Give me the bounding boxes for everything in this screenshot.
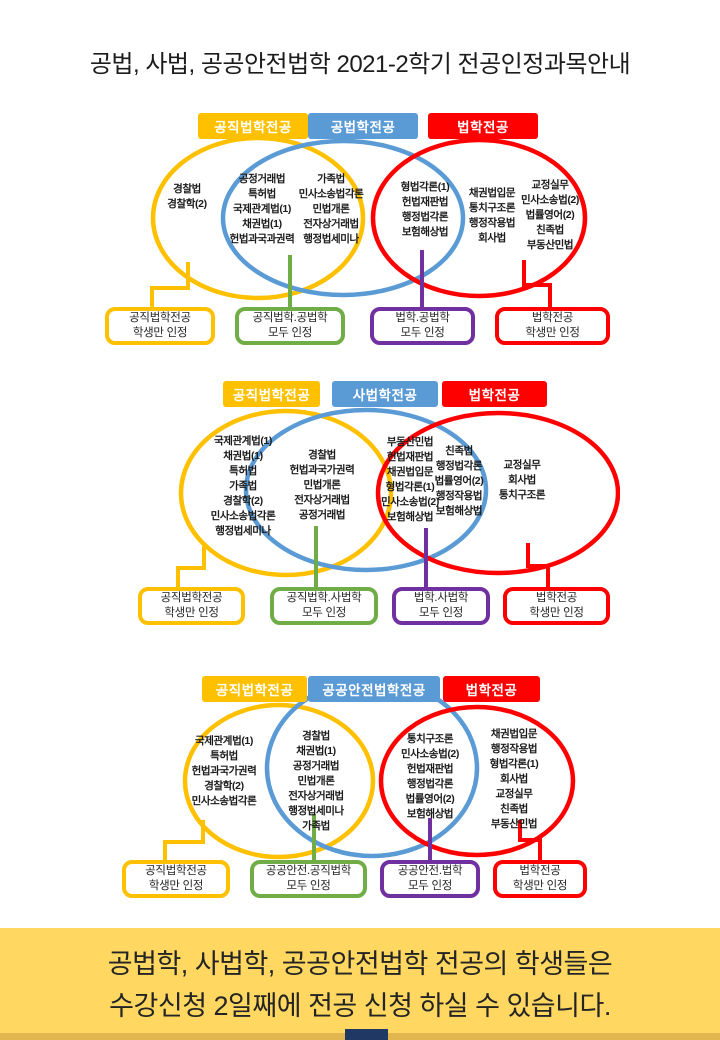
legend-box-purple: 공공안전.법학 모두 인정: [380, 860, 480, 898]
venn-2-canvas: [176, 407, 620, 589]
legend-box-yellow: 공직법학전공 학생만 인정: [105, 307, 215, 345]
legend-box-yellow: 공직법학전공 학생만 인정: [122, 860, 230, 898]
red-circle: [375, 410, 620, 576]
notice-banner: 공법학, 사법학, 공공안전법학 전공의 학생들은 수강신청 2일째에 전공 신…: [0, 928, 720, 1040]
major-tab-blue: 사법학전공: [332, 381, 438, 407]
major-tab-red: 법학전공: [443, 676, 540, 702]
venn-diagram-2: 공직법학전공 사법학전공 법학전공 국제관계법(1) 채권법(1) 특허법 가족…: [100, 378, 620, 628]
yellow-connector-line: [163, 820, 205, 860]
legend-box-green: 공직법학.공법학 모두 인정: [235, 307, 345, 345]
red-connector-line: [518, 820, 542, 860]
course-list-yellow-blue-col1: 공정거래법 특허법 국제관계법(1) 채권법(1) 헌법과국과권력: [229, 173, 295, 245]
red-connector-line: [526, 543, 550, 587]
course-list-red-only: 채권법입문 행정작용법 형법각론(1) 회사법 교정실무 친족법 부동산민법: [489, 728, 539, 830]
course-list-blue-red: 통치구조론 민사소송법(2) 헌법재판법 행정법각론 법률영어(2) 보험해상법: [401, 733, 459, 820]
yellow-circle: [182, 702, 376, 860]
venn-diagram-1: 공직법학전공 공법학전공 법학전공 경찰법 경찰학(2) 공정거래법 특허법 국…: [100, 110, 620, 360]
red-connector-line: [522, 260, 552, 307]
course-list-yellow-blue: 경찰법 채권법(1) 공정거래법 민법개론 전자상거래법 행정법세미나 가족법: [288, 730, 344, 832]
course-list-yellow-blue-col2: 가족법 민사소송법각론 민법개론 전자상거래법 행정법세미나: [298, 173, 364, 245]
legend-box-red: 법학전공 학생만 인정: [493, 860, 587, 898]
red-circle: [378, 704, 576, 858]
legend-box-green: 공직법학.사법학 모두 인정: [270, 587, 378, 625]
course-list-yellow-blue: 경찰법 헌법과국가권력 민법개론 전자상거래법 공정거래법: [289, 449, 355, 521]
venn-diagram-3: 공직법학전공 공공안전법학전공 법학전공 국제관계법(1) 특허법 헌법과국가권…: [100, 672, 620, 922]
legend-box-purple: 법학.사법학 모두 인정: [392, 587, 490, 625]
yellow-connector-line: [176, 546, 206, 587]
major-tab-yellow: 공직법학전공: [223, 381, 320, 407]
blue-circle: [220, 138, 466, 298]
page-title: 공법, 사법, 공공안전법학 2021-2학기 전공인정과목안내: [89, 51, 631, 78]
course-list-yellow-only: 경찰법 경찰학(2): [167, 183, 207, 210]
major-tab-yellow: 공직법학전공: [198, 113, 308, 139]
major-tab-red: 법학전공: [442, 381, 547, 407]
course-list-yellow-only: 국제관계법(1) 채권법(1) 특허법 가족법 경찰학(2) 민사소송법각론 행…: [210, 435, 276, 537]
legend-box-red: 법학전공 학생만 인정: [503, 587, 610, 625]
red-circle: [370, 137, 588, 299]
course-list-blue-red: 형법각론(1) 헌법재판법 행정법각론 보험해상법: [400, 181, 450, 238]
footer-page-tab: [345, 1029, 388, 1040]
major-tab-red: 법학전공: [428, 113, 538, 139]
major-tab-blue: 공법학전공: [308, 113, 418, 139]
legend-box-green: 공공안전.공직법학 모두 인정: [250, 860, 367, 898]
course-list-yellow-only: 국제관계법(1) 특허법 헌법과국가권력 경찰학(2) 민사소송법각론: [191, 735, 257, 807]
course-list-blue-red-col1: 부동산민법 헌법재판법 채권법입문 형법각론(1) 민사소송법(2) 보험해상법: [381, 436, 439, 523]
course-list-red-only-col1: 채권법입문 통치구조론 행정작용법 회사법: [468, 187, 516, 244]
blue-circle: [243, 407, 489, 573]
notice-line-2: 수강신청 2일째에 전공 신청 하실 수 있습니다.: [109, 990, 611, 1021]
legend-box-yellow: 공직법학전공 학생만 인정: [138, 587, 245, 625]
legend-box-red: 법학전공 학생만 인정: [495, 307, 610, 345]
major-tab-yellow: 공직법학전공: [202, 676, 307, 702]
course-list-red-only-col2: 교정실무 민사소송법(2) 법률영어(2) 친족법 부동산민법: [521, 179, 579, 251]
course-list-red-only: 교정실무 회사법 통치구조론: [498, 459, 546, 501]
yellow-circle: [178, 408, 394, 578]
yellow-connector-line: [150, 262, 190, 307]
course-list-blue-red-col2: 친족법 행정법각론 법률영어(2) 행정작용법 보험해상법: [434, 445, 484, 517]
major-tab-blue: 공공안전법학전공: [308, 676, 440, 702]
legend-box-purple: 법학.공법학 모두 인정: [370, 307, 475, 345]
notice-line-1: 공법학, 사법학, 공공안전법학 전공의 학생들은: [107, 949, 613, 979]
